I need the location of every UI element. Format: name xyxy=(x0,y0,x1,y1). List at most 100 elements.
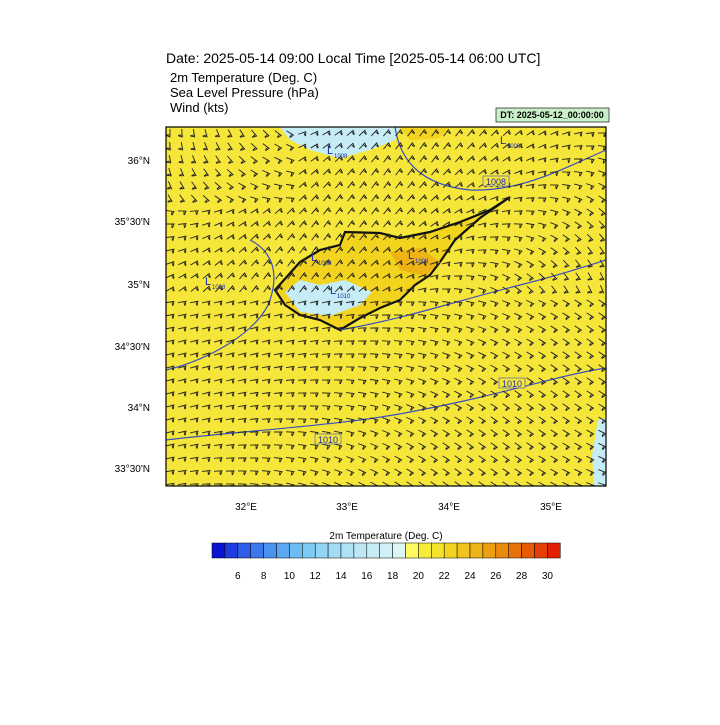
wind-barb xyxy=(226,182,235,191)
wind-barb xyxy=(345,366,355,372)
wind-barb xyxy=(562,416,571,425)
wind-barb xyxy=(285,457,295,463)
wind-barb xyxy=(297,392,307,398)
wind-barb xyxy=(287,220,295,228)
wind-barb xyxy=(251,285,260,293)
pressure-symbol: L xyxy=(500,135,506,147)
wind-barb xyxy=(394,404,403,411)
wind-barb xyxy=(261,365,271,371)
field-line: Wind (kts) xyxy=(170,100,229,115)
wind-barb xyxy=(526,325,535,334)
wind-barb xyxy=(297,352,307,358)
wind-barb xyxy=(430,339,439,346)
wind-barb xyxy=(249,470,259,476)
wind-barb xyxy=(562,403,571,412)
wind-barb xyxy=(598,220,606,229)
lat-label: 34°N xyxy=(128,403,150,414)
wind-barb xyxy=(214,285,223,293)
colorbar-swatch xyxy=(495,542,509,559)
wind-barb xyxy=(309,352,319,358)
pressure-symbol: L xyxy=(205,276,211,288)
wind-barb xyxy=(466,208,475,214)
wind-barb xyxy=(466,168,475,175)
colorbar-swatch xyxy=(431,542,445,559)
wind-barb xyxy=(502,273,511,281)
wind-barb xyxy=(574,416,583,425)
wind-barb xyxy=(249,404,259,410)
wind-barb xyxy=(514,143,523,149)
wind-barb xyxy=(334,285,343,293)
wind-barb xyxy=(562,247,570,256)
wind-barb xyxy=(574,468,583,476)
wind-barb xyxy=(190,430,199,436)
wind-barb xyxy=(454,455,463,464)
wind-barb xyxy=(561,144,571,150)
cool-area xyxy=(280,127,400,158)
wind-barb xyxy=(431,168,440,176)
wind-barb xyxy=(237,391,247,397)
wind-barb xyxy=(249,418,259,423)
wind-barb xyxy=(262,143,271,152)
wind-barb xyxy=(586,455,595,463)
wind-barb xyxy=(382,417,391,424)
wind-barb xyxy=(466,339,475,346)
wind-barb xyxy=(441,274,451,280)
wind-barb xyxy=(347,259,355,267)
wind-barb xyxy=(383,142,392,150)
pressure-value: 1008 xyxy=(318,261,332,267)
wind-barb xyxy=(417,339,427,346)
wind-barb xyxy=(586,170,595,177)
wind-barb xyxy=(286,170,295,177)
wind-barb xyxy=(261,470,271,476)
wind-barb xyxy=(179,181,185,190)
wind-barb xyxy=(166,273,175,279)
wind-barb xyxy=(525,197,535,202)
wind-barb xyxy=(454,168,463,176)
wind-barb xyxy=(514,325,523,333)
wind-barb xyxy=(454,194,463,201)
wind-barb xyxy=(442,365,451,372)
wind-barb xyxy=(550,325,559,334)
wind-barb xyxy=(309,456,319,463)
wind-barb xyxy=(297,365,307,371)
field-line: 2m Temperature (Deg. C) xyxy=(170,70,317,85)
colorbar-swatch xyxy=(276,542,290,559)
wind-barb xyxy=(394,286,403,293)
wind-barb xyxy=(407,154,416,163)
pressure-value: 1008 xyxy=(334,154,348,160)
wind-barb xyxy=(227,142,234,151)
wind-barb xyxy=(285,339,295,345)
wind-barb xyxy=(213,457,223,462)
wind-barb xyxy=(274,183,283,190)
wind-barb xyxy=(513,196,523,202)
wind-barb xyxy=(190,339,199,345)
wind-barb xyxy=(166,391,175,397)
wind-barb xyxy=(333,313,343,319)
wind-barb xyxy=(202,234,211,241)
wind-barb xyxy=(526,235,535,242)
wind-barb xyxy=(501,209,511,215)
wind-barb xyxy=(466,468,475,477)
wind-barb xyxy=(562,455,571,464)
wind-barb xyxy=(406,391,415,398)
wind-barb xyxy=(262,313,271,319)
wind-barb xyxy=(202,352,211,358)
wind-barb xyxy=(574,403,583,412)
wind-barb xyxy=(561,184,571,190)
wind-barb xyxy=(538,351,547,360)
wind-barb xyxy=(585,131,595,137)
wind-barb xyxy=(383,129,391,137)
wind-barb xyxy=(550,377,559,386)
wind-barb xyxy=(371,142,379,150)
wind-barb xyxy=(490,338,499,346)
wind-barb xyxy=(478,155,487,163)
wind-barb xyxy=(585,145,595,151)
wind-barb xyxy=(430,416,439,424)
wind-barb xyxy=(202,129,208,138)
wind-barb xyxy=(550,351,559,360)
wind-barb xyxy=(299,271,308,280)
wind-barb xyxy=(442,234,451,240)
wind-barb xyxy=(598,312,606,321)
wind-barb xyxy=(466,221,475,228)
wind-barb xyxy=(405,301,415,307)
